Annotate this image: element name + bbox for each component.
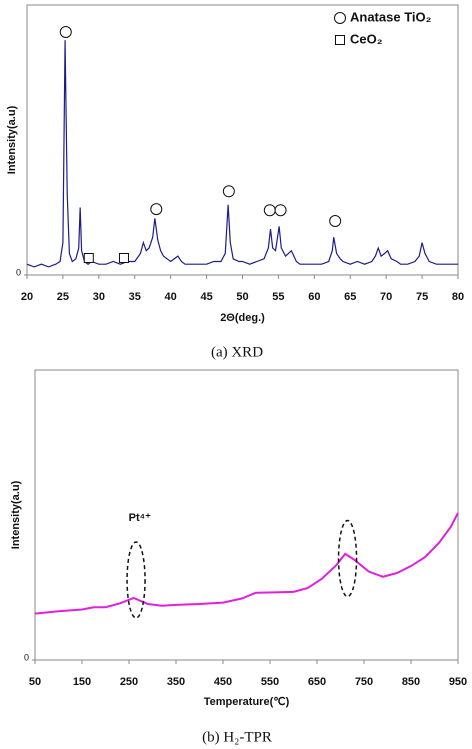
data-line — [34, 512, 459, 615]
x-tick-label: 70 — [380, 291, 392, 303]
x-tick-label: 850 — [402, 676, 420, 688]
peak-marker — [222, 185, 235, 198]
x-tick-label: 65 — [344, 291, 356, 303]
x-tick-label: 80 — [452, 291, 464, 303]
plot-frame — [34, 369, 459, 661]
x-tick-label: 150 — [73, 676, 91, 688]
x-tick-label: 45 — [200, 291, 212, 303]
legend-symbol — [334, 12, 346, 24]
x-tick-label: 75 — [416, 291, 428, 303]
x-tick-label: 55 — [272, 291, 284, 303]
x-tick-label: 950 — [449, 676, 467, 688]
peak-marker — [263, 204, 276, 217]
x-tick-label: 35 — [129, 291, 141, 303]
x-tick-label: 50 — [29, 676, 41, 688]
x-axis-label: Temperature(℃) — [204, 696, 290, 708]
legend-label: Anatase TiO₂ — [350, 9, 432, 24]
x-tick-label: 750 — [355, 676, 373, 688]
y-tick-label: 0 — [16, 267, 21, 277]
legend-symbol — [335, 35, 345, 45]
peak-marker — [150, 203, 163, 216]
x-tick-label: 650 — [308, 676, 326, 688]
peak-marker — [83, 252, 94, 263]
peak-marker — [118, 252, 129, 263]
caption: (a) XRD — [211, 344, 263, 360]
y-tick-label: 0 — [24, 652, 29, 662]
highlight-ellipse — [126, 541, 146, 619]
y-axis-label: Intensity(a.u) — [10, 480, 22, 549]
x-tick-label: 50 — [236, 291, 248, 303]
caption: (b) H₂-TPR — [202, 729, 272, 745]
peak-marker — [59, 26, 72, 38]
x-tick-label: 60 — [308, 291, 320, 303]
plot-frame — [26, 4, 459, 276]
x-tick-label: 25 — [57, 291, 69, 303]
y-axis-label: Intensity(a.u) — [6, 105, 18, 174]
data-line — [26, 40, 458, 268]
highlight-ellipse — [337, 519, 358, 598]
x-tick-label: 450 — [214, 676, 232, 688]
legend-label: CeO₂ — [350, 31, 383, 46]
peak-marker — [329, 215, 342, 227]
x-tick-label: 40 — [165, 291, 177, 303]
x-tick-label: 20 — [21, 291, 33, 303]
x-axis-label: 2Θ(deg.) — [220, 312, 265, 324]
annotation: Pt⁴⁺ — [129, 512, 151, 524]
peak-marker — [274, 204, 287, 217]
x-tick-label: 250 — [120, 676, 138, 688]
x-tick-label: 30 — [93, 291, 105, 303]
x-tick-label: 350 — [167, 676, 185, 688]
x-tick-label: 550 — [261, 676, 279, 688]
